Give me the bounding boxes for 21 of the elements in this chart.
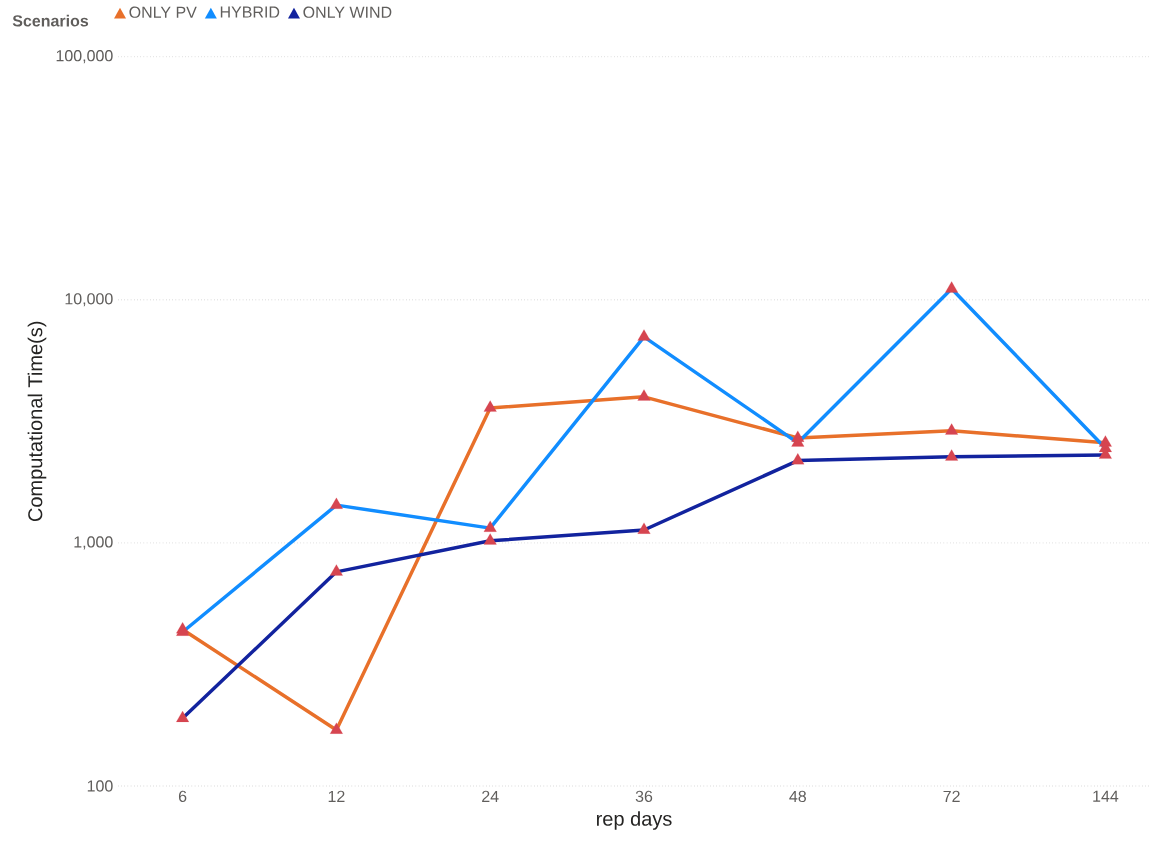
x-tick-label: 12 — [328, 790, 345, 802]
y-tick-label: 1,000 — [74, 536, 113, 550]
x-tick-label: 144 — [1093, 790, 1119, 802]
legend-label: ONLY WIND — [303, 6, 392, 18]
x-tick-label: 48 — [789, 790, 806, 803]
y-axis-title: Computational Time(s) — [27, 321, 47, 522]
point — [637, 389, 651, 401]
point — [483, 400, 497, 412]
x-tick-label: 24 — [482, 790, 499, 802]
x-tick-label: 6 — [178, 790, 187, 803]
legend-title: Scenarios — [12, 14, 89, 27]
legend-label: HYBRID — [220, 6, 280, 18]
legend-label: ONLY PV — [129, 6, 197, 18]
point — [945, 423, 959, 435]
y-tick-label: 100 — [87, 780, 113, 792]
x-tick-label: 72 — [943, 790, 960, 802]
y-tick-label: 100,000 — [56, 50, 113, 64]
point — [329, 722, 343, 734]
x-tick-label: 36 — [635, 790, 653, 803]
x-axis-title: rep days — [596, 811, 672, 830]
y-tick-label: 10,000 — [65, 293, 113, 307]
